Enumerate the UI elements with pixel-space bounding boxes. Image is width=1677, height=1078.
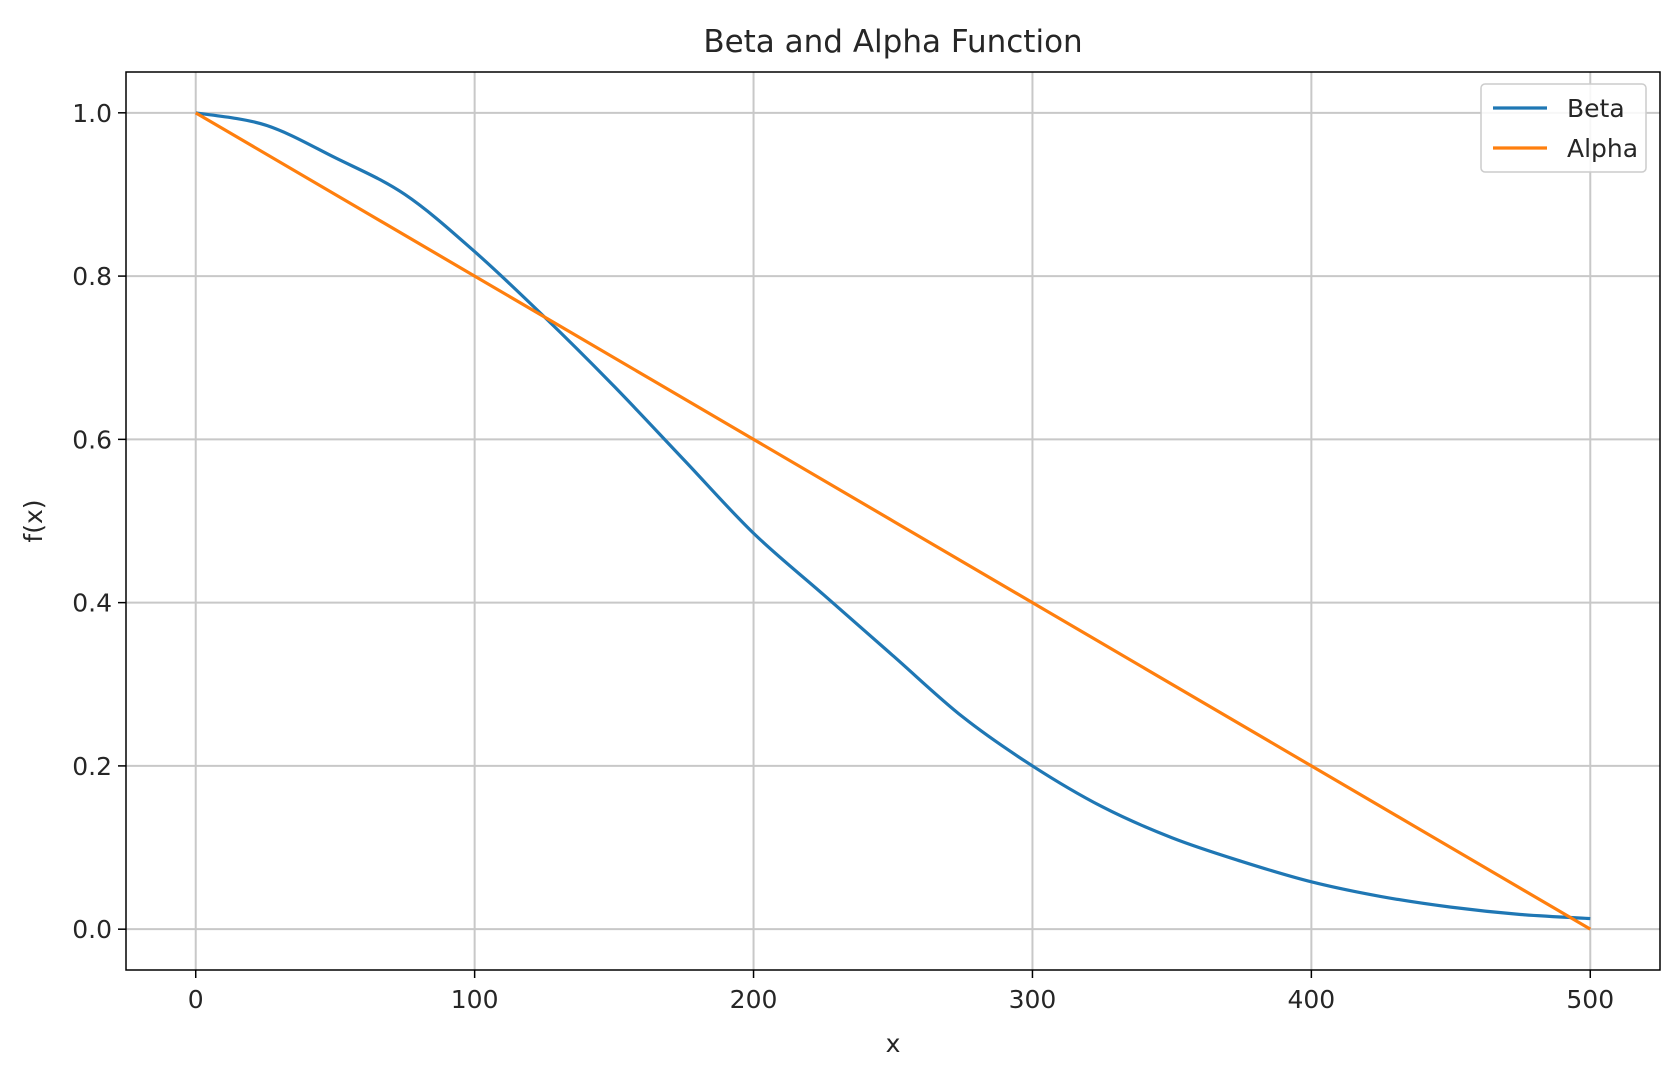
x-tick-label: 0 — [188, 985, 204, 1014]
plot-area-frame — [125, 71, 1661, 971]
y-tick-label: 0.4 — [72, 589, 112, 618]
x-tick-label: 400 — [1288, 985, 1336, 1014]
series-line-alpha — [194, 111, 1592, 931]
legend: Beta Alpha — [1480, 83, 1647, 173]
axis-ticks: 0 100 200 300 400 500 0.0 0.2 0.4 0.6 0.8 1.0 — [72, 99, 1614, 1014]
legend-box — [1480, 83, 1647, 173]
legend-label-beta: Beta — [1567, 94, 1625, 123]
y-tick-label: 0.8 — [72, 262, 112, 291]
grid-lines — [126, 72, 1660, 970]
y-tick-label: 0.6 — [72, 425, 112, 454]
y-tick-label: 0.0 — [72, 915, 112, 944]
y-axis-label: f(x) — [19, 499, 48, 542]
x-axis-label: x — [886, 1029, 901, 1058]
x-tick-label: 200 — [730, 985, 778, 1014]
x-tick-label: 300 — [1009, 985, 1057, 1014]
legend-label-alpha: Alpha — [1567, 134, 1638, 163]
x-tick-label: 100 — [451, 985, 499, 1014]
y-tick-label: 1.0 — [72, 99, 112, 128]
series-line-beta — [195, 111, 1591, 921]
x-tick-label: 500 — [1566, 985, 1614, 1014]
series-lines — [194, 111, 1592, 931]
y-tick-label: 0.2 — [72, 752, 112, 781]
chart-title: Beta and Alpha Function — [703, 24, 1082, 60]
